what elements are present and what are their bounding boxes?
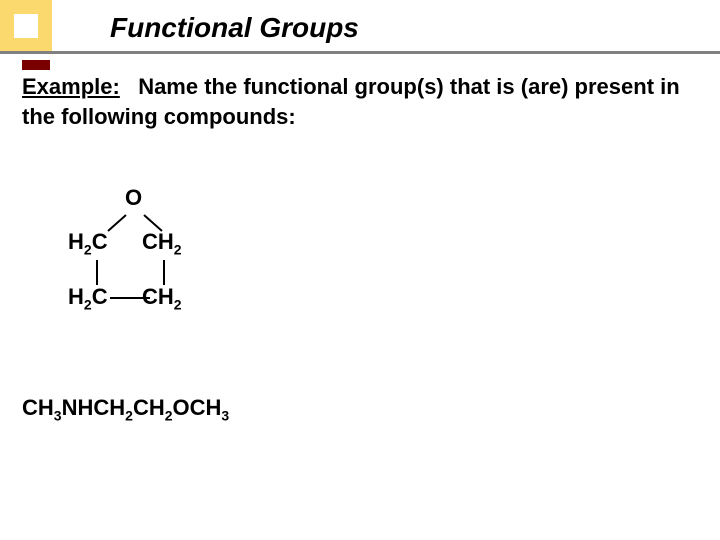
example-body-1 (126, 74, 138, 99)
chemical-formula: CH3NHCH2CH2OCH3 (22, 395, 229, 423)
atom-CH2-tr: CH2 (142, 229, 182, 257)
example-label: Example: (22, 74, 120, 99)
accent-bar (22, 60, 50, 70)
example-body: Name the functional group(s) that is (ar… (22, 74, 680, 129)
atom-H2C-bl: H2C (68, 284, 108, 312)
page-title: Functional Groups (110, 12, 359, 44)
title-underline (0, 48, 720, 52)
atom-O: O (125, 185, 142, 211)
corner-accent-square (0, 0, 52, 52)
atom-CH2-br: CH2 (142, 284, 182, 312)
chemical-structure-1: O H2C CH2 H2C CH2 (82, 185, 247, 330)
corner-accent-inner (14, 14, 38, 38)
atom-H2C-tl: H2C (68, 229, 108, 257)
example-text: Example: Name the functional group(s) th… (22, 72, 692, 131)
